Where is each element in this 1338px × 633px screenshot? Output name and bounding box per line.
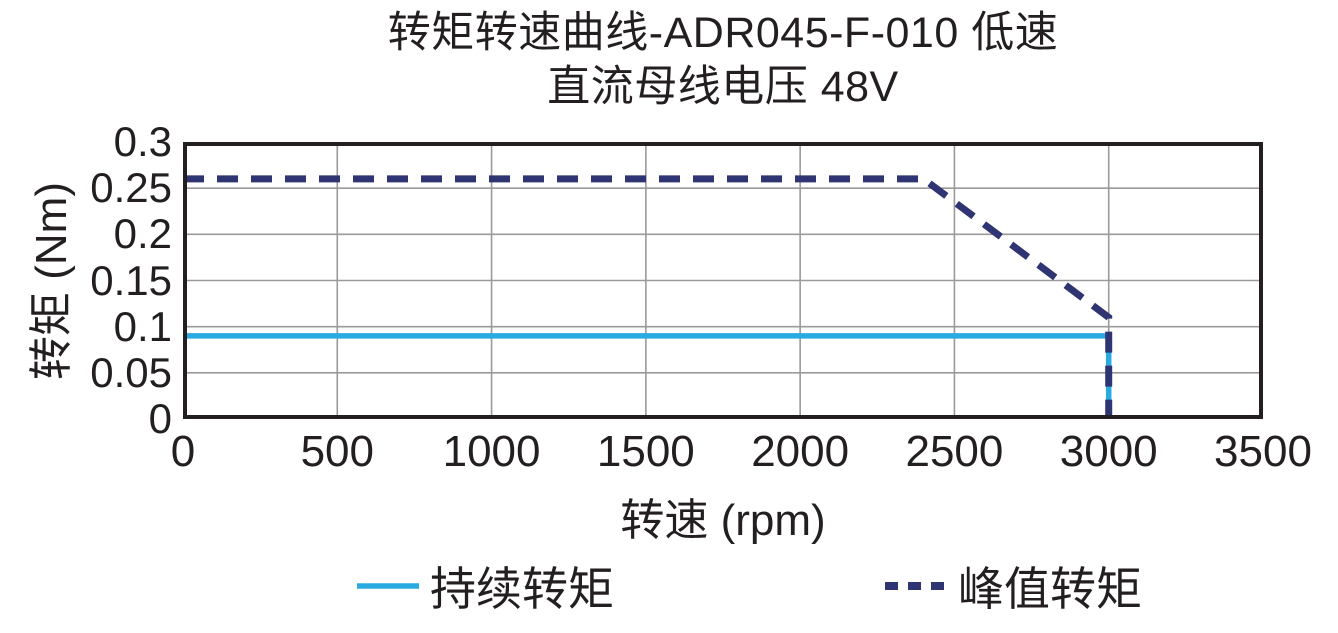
legend-label: 峰值转矩 bbox=[958, 563, 1142, 615]
chart-subtitle: 直流母线电压 48V bbox=[547, 63, 899, 111]
legend-item: 峰值转矩 bbox=[884, 553, 1142, 619]
axes-frame bbox=[183, 142, 1263, 419]
x-tick-label: 500 bbox=[300, 427, 374, 476]
x-tick-label: 1500 bbox=[596, 427, 695, 476]
series-line-peak-torque bbox=[183, 175, 1113, 419]
x-axis-label: 转速 (rpm) bbox=[620, 496, 826, 545]
solid-line-sample-icon bbox=[357, 583, 419, 589]
y-tick-label: 0.2 bbox=[113, 210, 172, 258]
y-axis-tick-labels: 0 0.05 0.1 0.15 0.2 0.25 0.3 bbox=[0, 118, 172, 442]
x-tick-label: 2000 bbox=[751, 427, 850, 476]
chart-title-block: 转矩转速曲线-ADR045-F-010 低速 直流母线电压 48V bbox=[183, 6, 1263, 114]
y-tick-label: 0.25 bbox=[90, 164, 172, 212]
x-tick-label: 0 bbox=[170, 427, 196, 476]
plot-area bbox=[183, 142, 1263, 419]
chart-title: 转矩转速曲线-ADR045-F-010 低速 bbox=[387, 9, 1059, 57]
x-tick-label: 1000 bbox=[442, 427, 541, 476]
x-tick-label: 2500 bbox=[905, 427, 1004, 476]
y-tick-label: 0 bbox=[148, 395, 172, 442]
dashed-line-sample-icon bbox=[885, 582, 947, 590]
legend-item: 持续转矩 bbox=[356, 553, 614, 619]
y-tick-label: 0.1 bbox=[113, 302, 172, 350]
x-tick-label: 3000 bbox=[1059, 427, 1158, 476]
legend: 持续转矩 峰值转矩 bbox=[356, 548, 1142, 624]
y-tick-label: 0.15 bbox=[90, 256, 172, 304]
y-tick-label: 0.05 bbox=[90, 348, 172, 396]
legend-label: 持续转矩 bbox=[430, 563, 614, 615]
x-tick-label: 3500 bbox=[1214, 427, 1312, 476]
y-tick-label: 0.3 bbox=[113, 118, 172, 165]
x-axis-tick-labels: 0 500 1000 1500 2000 2500 3000 3500 bbox=[0, 427, 1338, 479]
